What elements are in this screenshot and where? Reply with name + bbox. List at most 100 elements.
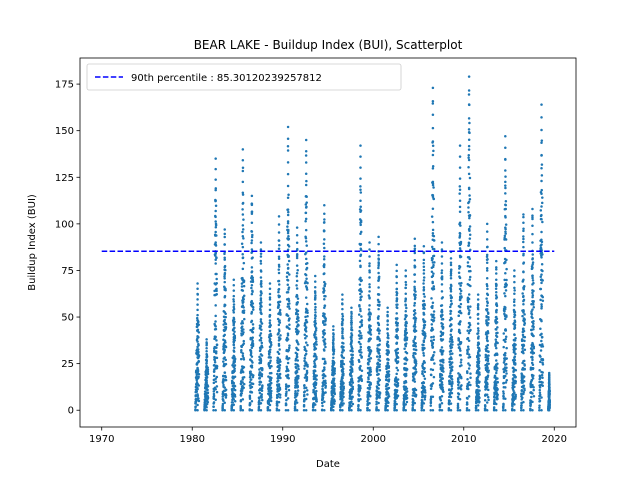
scatter-point [467,408,471,412]
scatter-point [431,355,435,358]
scatter-point [295,264,299,267]
scatter-point [476,360,480,364]
scatter-point [422,354,426,357]
scatter-point [375,355,379,358]
scatter-point [277,223,281,226]
scatter-point [269,359,272,362]
scatter-point [259,320,263,323]
scatter-point [303,383,306,387]
scatter-point [359,205,362,209]
scatter-point [214,272,217,276]
scatter-point [359,221,362,225]
scatter-point [260,301,263,304]
scatter-point [250,241,253,245]
scatter-point [359,364,362,368]
scatter-point [323,366,326,369]
scatter-point [215,365,219,368]
scatter-point [259,308,262,312]
scatter-point [242,261,246,265]
scatter-point [359,155,362,158]
scatter-point [232,365,236,368]
scatter-point [440,269,444,272]
scatter-point [457,383,460,387]
scatter-point [248,397,252,401]
scatter-point [359,307,362,311]
scatter-point [492,406,496,409]
scatter-point [304,217,308,221]
scatter-point [286,267,290,270]
scatter-point [404,408,407,412]
scatter-point [532,395,536,398]
scatter-point [504,340,507,343]
scatter-point [502,381,506,385]
scatter-point [342,349,345,352]
scatter-point [214,398,217,401]
scatter-point [196,335,199,338]
scatter-point [303,347,307,351]
scatter-point [232,298,235,301]
scatter-point [295,340,299,343]
scatter-point [368,255,371,258]
scatter-point [421,370,424,373]
scatter-point [304,352,308,356]
scatter-point [295,408,299,412]
scatter-point [332,381,335,384]
scatter-point [312,388,315,392]
scatter-point [323,408,326,412]
scatter-point [332,370,335,374]
scatter-point [286,255,290,259]
scatter-point [205,361,208,365]
scatter-point [297,374,300,378]
scatter-point [502,395,505,398]
scatter-point [422,244,426,248]
scatter-point [431,207,435,210]
scatter-point [376,298,380,302]
scatter-point [522,286,525,290]
scatter-point [522,235,525,238]
scatter-point [467,93,471,96]
scatter-point [323,323,326,327]
scatter-point [478,373,481,376]
scatter-point [422,272,426,275]
scatter-point [513,315,516,319]
scatter-point [205,379,208,382]
scatter-point [277,400,281,404]
scatter-point [368,325,371,328]
scatter-point [430,335,433,339]
scatter-point [441,383,444,386]
scatter-point [341,394,344,398]
scatter-point [197,354,201,358]
scatter-point [467,148,471,151]
scatter-point [332,388,335,391]
scatter-point [358,329,361,333]
scatter-point [241,304,245,307]
scatter-point [350,391,353,395]
scatter-point [332,339,335,342]
scatter-point [366,408,369,412]
scatter-point [242,237,245,240]
scatter-point [214,262,217,265]
scatter-point [412,375,415,379]
scatter-point [205,355,208,359]
scatter-point [241,213,245,216]
scatter-point [277,320,281,323]
scatter-point [395,390,398,394]
scatter-point [194,394,197,398]
scatter-point [459,292,462,295]
scatter-point [351,402,355,406]
scatter-point [377,387,380,390]
scatter-point [350,370,353,374]
scatter-point [313,316,317,320]
scatter-point [504,207,507,211]
scatter-point [431,382,435,385]
scatter-point [467,307,470,310]
scatter-point [241,320,244,323]
scatter-point [360,279,363,282]
scatter-point [295,401,299,404]
scatter-point [474,408,478,412]
scatter-point [214,157,217,160]
scatter-point [341,356,344,359]
scatter-point [540,305,543,308]
scatter-point [504,369,508,372]
scatter-point [233,357,237,360]
